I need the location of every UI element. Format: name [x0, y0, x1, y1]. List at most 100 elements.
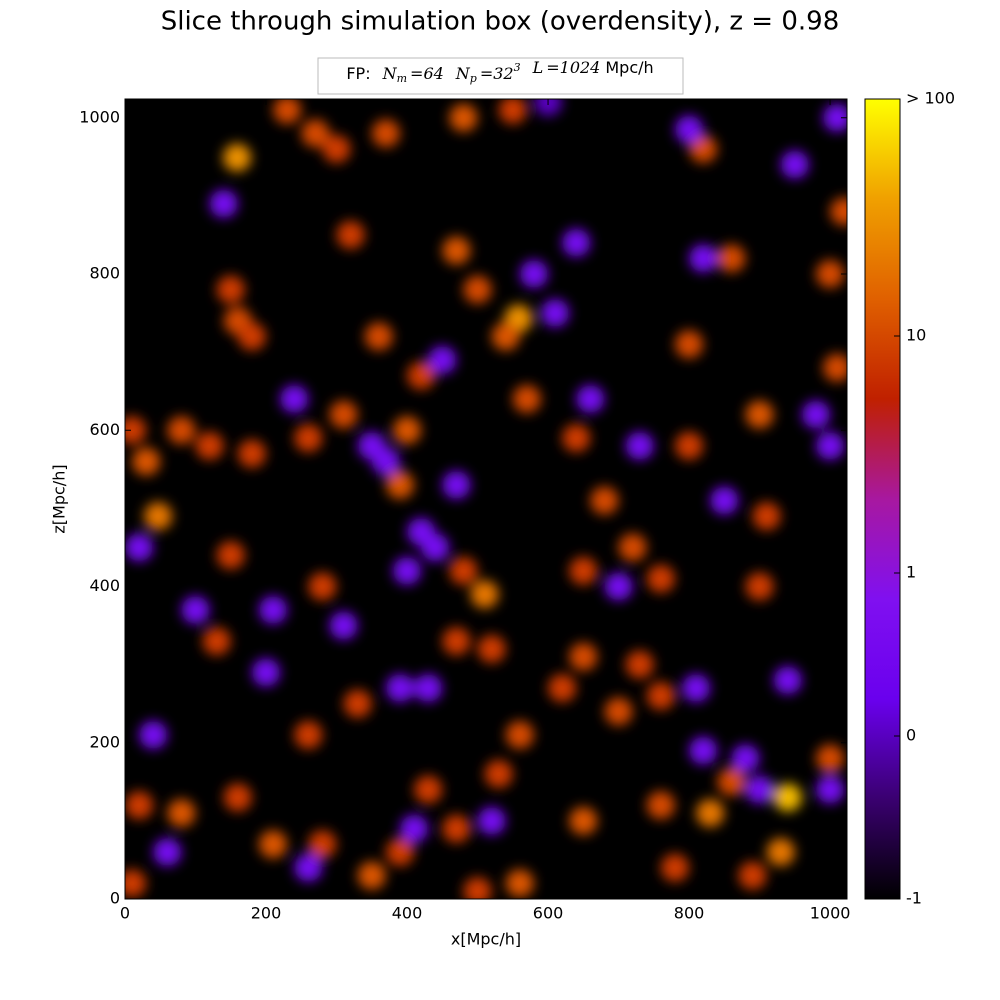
legend-value: =64	[410, 64, 444, 83]
x-tick-label: 200	[251, 904, 282, 923]
density-blob	[773, 666, 802, 695]
legend-unit: Mpc/h	[605, 58, 653, 77]
density-blob	[252, 658, 281, 687]
density-blob	[505, 720, 534, 749]
density-blob	[562, 424, 591, 453]
legend-symbol: N	[455, 64, 471, 83]
colorbar-tick-label: 0	[906, 726, 916, 745]
density-blob	[202, 627, 231, 656]
density-blob	[625, 650, 654, 679]
density-blob	[308, 830, 337, 859]
density-blob	[766, 838, 795, 867]
chart-title: Slice through simulation box (overdensit…	[161, 7, 840, 37]
density-blob	[322, 135, 351, 163]
density-blob	[576, 385, 605, 413]
density-blob	[308, 572, 337, 601]
density-blob	[780, 150, 809, 179]
density-blob	[717, 244, 746, 273]
density-blob	[625, 431, 654, 460]
density-blob	[689, 244, 718, 273]
density-blob	[237, 322, 266, 351]
density-blob	[590, 486, 619, 515]
density-blob	[675, 431, 704, 460]
density-blob	[512, 385, 541, 413]
density-blob	[660, 853, 689, 882]
density-blob	[414, 775, 443, 804]
density-blob	[534, 99, 563, 117]
y-tick-label: 400	[89, 576, 120, 595]
density-blob	[385, 470, 414, 499]
density-blob	[823, 353, 847, 382]
density-field	[125, 99, 847, 899]
colorbar-tick-label: > 100	[906, 89, 955, 108]
x-tick-label: 1000	[810, 904, 851, 923]
density-blob	[801, 400, 830, 429]
x-tick-label: 0	[120, 904, 130, 923]
density-blob	[407, 361, 436, 390]
density-blob	[830, 197, 847, 226]
legend-symbol: L	[532, 58, 544, 77]
density-blob	[569, 556, 598, 585]
density-blob	[371, 119, 400, 148]
density-blob	[385, 674, 414, 703]
density-blob	[336, 220, 365, 249]
density-blob	[548, 674, 577, 703]
density-blob	[689, 736, 718, 765]
density-blob	[400, 814, 429, 843]
legend-subscript: m	[397, 72, 407, 85]
density-blob	[449, 556, 478, 585]
density-blob	[237, 439, 266, 468]
density-blob	[717, 767, 746, 796]
density-blob	[745, 572, 774, 601]
density-blob	[385, 838, 414, 867]
density-blob	[357, 861, 386, 890]
density-blob	[167, 416, 196, 445]
density-blob	[216, 275, 245, 304]
density-blob	[329, 400, 358, 429]
legend-superscript: 3	[514, 61, 521, 74]
density-blob	[209, 189, 238, 218]
density-blob	[816, 775, 845, 804]
density-blob	[294, 853, 323, 882]
density-blob	[216, 541, 245, 570]
density-blob	[273, 99, 302, 124]
colorbar	[864, 98, 901, 900]
density-blob	[125, 869, 147, 898]
legend-box	[317, 57, 684, 95]
x-axis-label: x[Mpc/h]	[451, 930, 521, 949]
y-tick-label: 800	[89, 264, 120, 283]
density-blob	[301, 119, 330, 148]
density-blob	[442, 814, 471, 843]
density-blob	[139, 720, 168, 749]
density-blob	[442, 470, 471, 499]
y-tick-label: 600	[89, 420, 120, 439]
x-tick-label: 600	[533, 904, 564, 923]
density-blob	[484, 760, 513, 788]
y-tick-label: 0	[110, 889, 120, 908]
density-blob	[280, 385, 309, 413]
density-blob	[181, 595, 210, 624]
density-blob	[491, 322, 520, 351]
density-blob	[731, 744, 760, 773]
legend-subscript: p	[470, 72, 477, 85]
density-blob	[745, 400, 774, 429]
density-blob	[604, 572, 633, 601]
plot-frame	[124, 98, 848, 900]
colorbar-tick-label: -1	[906, 889, 922, 908]
density-blob	[646, 791, 675, 820]
density-blob	[752, 502, 781, 531]
density-blob	[562, 228, 591, 257]
density-blob	[393, 556, 422, 585]
density-blob	[470, 580, 499, 609]
density-blob	[823, 103, 847, 132]
density-blob	[223, 143, 252, 172]
density-blob	[745, 775, 774, 804]
density-blob	[816, 744, 845, 773]
density-blob	[153, 838, 182, 867]
legend-prefix: FP:	[346, 64, 370, 83]
density-blob	[689, 135, 718, 163]
density-blob	[738, 861, 767, 890]
density-blob	[259, 830, 288, 859]
density-blob	[343, 689, 372, 718]
